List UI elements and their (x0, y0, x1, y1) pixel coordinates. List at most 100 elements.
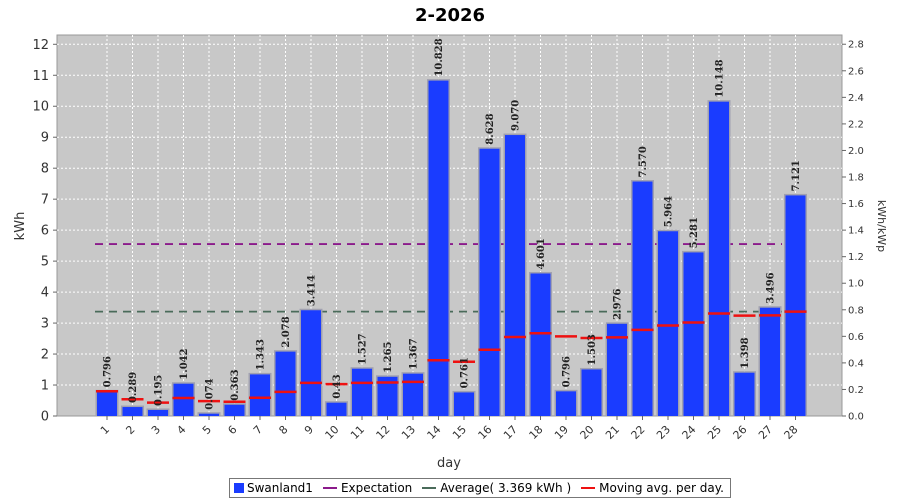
data-label: 3.496 (766, 272, 777, 303)
y-tick-label: 7 (41, 193, 49, 208)
data-label: 0.761 (460, 357, 471, 388)
y2-tick-label: 1.8 (848, 173, 864, 184)
data-label: 1.367 (409, 338, 420, 369)
data-label: 7.121 (791, 160, 802, 191)
bar (530, 273, 551, 416)
x-axis-title: day (437, 456, 461, 471)
data-label: 1.042 (179, 348, 190, 379)
x-tick-label: 16 (476, 423, 495, 442)
data-label: 0.43 (332, 374, 343, 398)
data-label: 7.570 (638, 146, 649, 177)
data-label: 9.070 (511, 100, 522, 131)
bar (709, 101, 729, 416)
data-label: 2.078 (281, 316, 292, 347)
x-tick-label: 24 (680, 423, 699, 442)
bar (428, 80, 449, 416)
legend-label-moving-avg: Moving avg. per day. (599, 481, 724, 495)
x-tick-label: 26 (731, 423, 750, 442)
y2-axis-title: kWh/kWp (875, 200, 888, 252)
y2-tick-label: 0.4 (848, 358, 864, 369)
legend-label-average: Average( 3.369 kWh ) (440, 481, 572, 495)
y-tick-label: 11 (32, 69, 49, 84)
y-tick-label: 10 (32, 100, 49, 115)
y-tick-label: 9 (41, 131, 49, 146)
x-tick-label: 9 (302, 423, 316, 437)
bar (97, 391, 117, 416)
y2-tick-label: 0.0 (848, 412, 864, 423)
bar (173, 383, 194, 416)
x-tick-label: 27 (756, 423, 775, 442)
y2-tick-label: 2.8 (848, 40, 864, 51)
bar (760, 307, 780, 416)
x-tick-label: 19 (552, 423, 571, 442)
data-label: 2.976 (613, 288, 624, 319)
y2-tick-label: 2.0 (848, 146, 864, 157)
x-tick-label: 21 (603, 423, 622, 442)
bar (454, 392, 474, 416)
bar (734, 372, 755, 416)
legend-label-swanland1: Swanland1 (247, 481, 313, 495)
data-label: 0.195 (154, 375, 165, 406)
bar (785, 195, 806, 416)
bar (581, 369, 602, 416)
x-tick-label: 6 (225, 423, 239, 437)
bar (632, 181, 653, 416)
bar (250, 374, 270, 416)
data-label: 1.265 (383, 341, 394, 372)
bar (683, 252, 704, 416)
bar (122, 407, 143, 416)
y2-axis-ticks: 0.0 0.2 0.4 0.6 0.8 1.0 1.2 1.4 1.6 1.8 2.0 2.2 2.4 2… (842, 40, 864, 423)
data-label: 10.148 (715, 59, 726, 97)
y-tick-label: 5 (41, 255, 49, 270)
bar (505, 135, 525, 417)
legend-item-expectation: Expectation (322, 481, 412, 495)
x-tick-label: 18 (527, 423, 546, 442)
bar (479, 148, 500, 416)
data-label: 5.281 (689, 217, 700, 248)
y2-tick-label: 1.6 (848, 199, 864, 210)
bar (199, 413, 219, 416)
bar (403, 373, 423, 416)
y2-tick-label: 2.6 (848, 66, 864, 77)
bar (224, 404, 245, 416)
x-tick-label: 11 (348, 423, 367, 442)
data-label: 1.398 (740, 337, 751, 368)
bar (148, 409, 168, 416)
legend-swatch-bar (234, 483, 244, 493)
bar (352, 368, 372, 416)
legend-swatch-moving-avg (581, 487, 596, 489)
data-label: 1.343 (256, 339, 267, 370)
x-tick-label: 4 (174, 423, 188, 437)
bar-series (95, 79, 807, 417)
legend-swatch-expectation (322, 487, 337, 489)
y-tick-label: 12 (32, 38, 49, 53)
x-tick-label: 14 (425, 423, 444, 442)
x-tick-label: 8 (276, 423, 290, 437)
data-label: 0.289 (128, 372, 139, 403)
data-label: 0.796 (562, 356, 573, 387)
data-label: 1.503 (587, 334, 598, 365)
moving-average-markers (96, 310, 807, 404)
x-tick-label: 2 (123, 423, 137, 437)
y-tick-label: 3 (41, 317, 49, 332)
bar (658, 231, 678, 416)
legend-item-swanland1: Swanland1 (234, 481, 313, 495)
data-label: 3.414 (307, 275, 318, 306)
data-label: 1.527 (358, 333, 369, 364)
x-axis-ticks: 1 2 3 4 5 6 7 8 9 10 11 12 13 14 15 16 17 18 19 20 21 22 23 24 2… (98, 416, 801, 442)
x-tick-label: 12 (374, 423, 393, 442)
y-tick-label: 1 (41, 379, 49, 394)
legend-item-moving-avg: Moving avg. per day. (581, 481, 724, 495)
bar (301, 310, 321, 416)
x-tick-label: 7 (251, 423, 265, 437)
y2-tick-label: 1.0 (848, 279, 864, 290)
bar (607, 323, 627, 416)
y-tick-label: 4 (41, 286, 49, 301)
data-label: 4.601 (536, 238, 547, 269)
x-tick-label: 22 (629, 423, 648, 442)
data-label: 8.628 (485, 113, 496, 144)
y2-tick-label: 0.2 (848, 385, 864, 396)
bar (275, 351, 296, 416)
